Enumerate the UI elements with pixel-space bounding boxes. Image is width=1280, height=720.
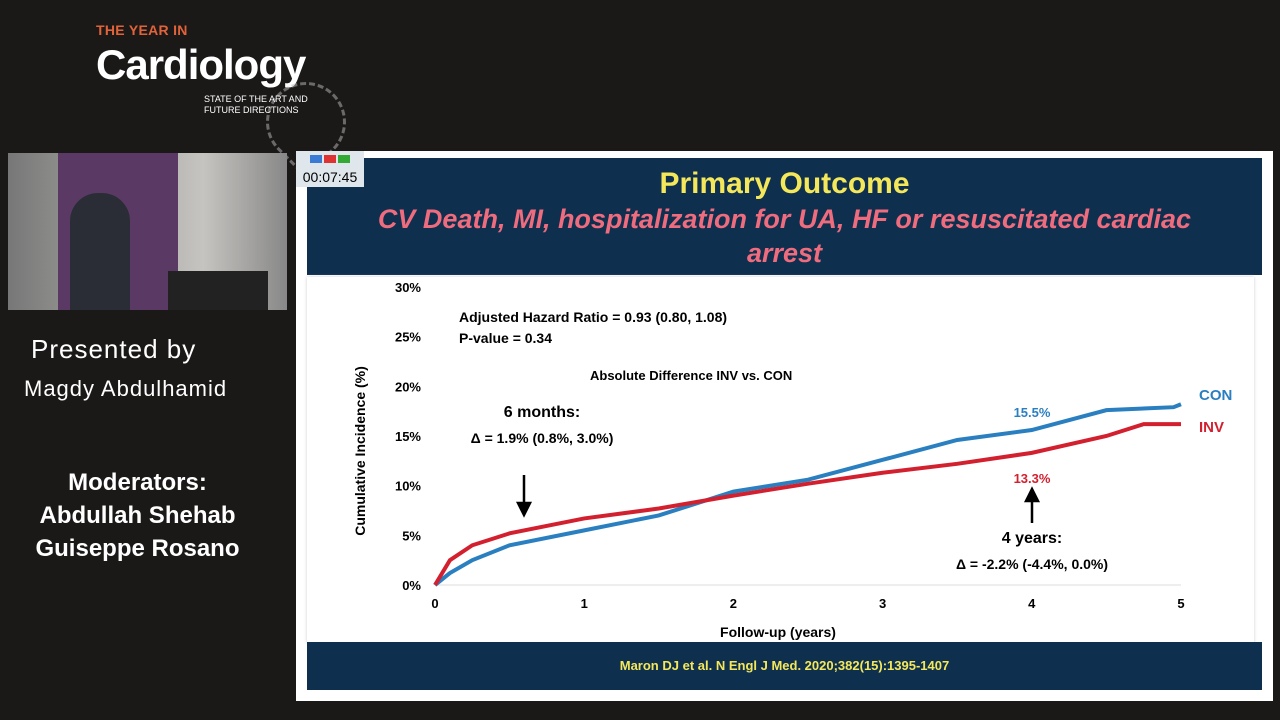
presenter-name: Magdy Abdulhamid (24, 376, 228, 401)
y-tick-label: 0% (402, 578, 421, 593)
logo-main: Cardiology (96, 41, 306, 88)
series-line-con (433, 402, 1182, 587)
six-month-value: Δ = 1.9% (0.8%, 3.0%) (471, 430, 614, 446)
x-tick-label: 4 (1028, 596, 1036, 611)
moderators: Moderators: Abdullah Shehab Guiseppe Ros… (0, 466, 275, 565)
y-tick-label: 10% (395, 479, 421, 494)
legend-con: CON (1199, 387, 1232, 404)
slide-title: Primary Outcome (659, 167, 910, 200)
x-tick-label: 0 (431, 596, 438, 611)
recording-timer: 00:07:45 (296, 151, 364, 187)
slide-subtitle: CV Death, MI, hospitalization for UA, HF… (377, 204, 1192, 268)
stop-icon[interactable] (324, 155, 336, 163)
citation: Maron DJ et al. N Engl J Med. 2020;382(1… (307, 642, 1262, 690)
record-icon[interactable] (338, 155, 350, 163)
down-arrow-icon (515, 475, 533, 518)
series-line-inv (433, 422, 1181, 587)
y-tick-label: 25% (395, 330, 421, 345)
moderators-label: Moderators: (68, 469, 207, 496)
speaker-video (8, 153, 287, 310)
y-tick-label: 15% (395, 429, 421, 444)
logo-top: THE YEAR IN (96, 22, 188, 38)
x-tick-label: 3 (879, 596, 886, 611)
pause-icon[interactable] (310, 155, 322, 163)
chart-panel: 0 1 2 3 4 5 0% 5% 10% 15% 20% 25% 30% Follow-up (year… (307, 277, 1254, 643)
abs-diff-title: Absolute Difference INV vs. CON (590, 368, 792, 383)
inv-4yr-label: 13.3% (1014, 471, 1051, 486)
legend-inv: INV (1199, 419, 1224, 436)
x-tick-label: 5 (1177, 596, 1184, 611)
six-month-title: 6 months: (504, 404, 580, 421)
up-arrow-icon (1023, 486, 1041, 523)
x-tick-label: 2 (730, 596, 737, 611)
km-chart: 0 1 2 3 4 5 0% 5% 10% 15% 20% 25% 30% Follow-up (year… (352, 280, 1232, 640)
x-axis-label: Follow-up (years) (720, 624, 836, 640)
hazard-ratio-text: Adjusted Hazard Ratio = 0.93 (0.80, 1.08… (459, 309, 727, 325)
logo-sub: STATE OF THE ART AND FUTURE DIRECTIONS (204, 94, 308, 116)
four-year-title: 4 years: (1002, 530, 1063, 547)
four-year-value: Δ = -2.2% (-4.4%, 0.0%) (956, 556, 1108, 572)
y-tick-label: 30% (395, 280, 421, 295)
conference-logo: THE YEAR IN Cardiology STATE OF THE ART … (96, 22, 363, 179)
slide-header: Primary Outcome CV Death, MI, hospitaliz… (307, 158, 1262, 275)
p-value-text: P-value = 0.34 (459, 330, 552, 346)
slide: Primary Outcome CV Death, MI, hospitaliz… (296, 151, 1273, 701)
logo-sub-line-2: FUTURE DIRECTIONS (204, 105, 299, 115)
con-4yr-label: 15.5% (1014, 405, 1051, 420)
y-tick-label: 5% (402, 528, 421, 543)
timer-text: 00:07:45 (302, 169, 358, 185)
moderator-name: Abdullah Shehab (39, 502, 236, 529)
y-axis-label: Cumulative Incidence (%) (352, 366, 368, 536)
presented-by-label: Presented by (31, 334, 197, 364)
y-tick-label: 20% (395, 379, 421, 394)
logo-sub-line-1: STATE OF THE ART AND (204, 94, 308, 104)
x-tick-label: 1 (581, 596, 588, 611)
moderator-name: Guiseppe Rosano (35, 535, 240, 562)
